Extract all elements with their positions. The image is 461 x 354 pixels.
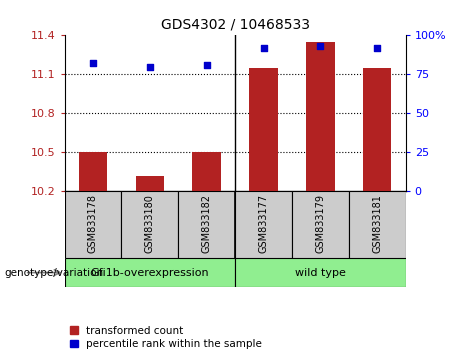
Text: wild type: wild type — [295, 268, 346, 278]
Bar — [178, 191, 235, 258]
Bar — [235, 191, 292, 258]
Bar — [249, 68, 278, 191]
Bar — [65, 258, 235, 287]
Bar — [306, 42, 335, 191]
Text: Gfi1b-overexpression: Gfi1b-overexpression — [90, 268, 209, 278]
Title: GDS4302 / 10468533: GDS4302 / 10468533 — [160, 17, 310, 32]
Point — [317, 44, 324, 49]
Text: GSM833179: GSM833179 — [315, 194, 325, 253]
Bar — [136, 176, 164, 191]
Text: GSM833178: GSM833178 — [88, 194, 98, 253]
Point — [203, 62, 210, 68]
Legend: transformed count, percentile rank within the sample: transformed count, percentile rank withi… — [70, 326, 262, 349]
Text: genotype/variation: genotype/variation — [5, 268, 104, 278]
Point — [89, 61, 97, 66]
Point — [373, 45, 381, 51]
Bar — [193, 152, 221, 191]
Bar — [363, 68, 391, 191]
Bar — [235, 258, 406, 287]
Point — [146, 64, 154, 69]
Text: GSM833182: GSM833182 — [201, 194, 212, 253]
Bar — [79, 152, 107, 191]
Text: GSM833177: GSM833177 — [259, 194, 269, 253]
Bar — [292, 191, 349, 258]
Point — [260, 45, 267, 51]
Bar — [65, 191, 121, 258]
Bar — [349, 191, 406, 258]
Text: GSM833180: GSM833180 — [145, 194, 155, 253]
Text: GSM833181: GSM833181 — [372, 194, 382, 253]
Bar — [121, 191, 178, 258]
